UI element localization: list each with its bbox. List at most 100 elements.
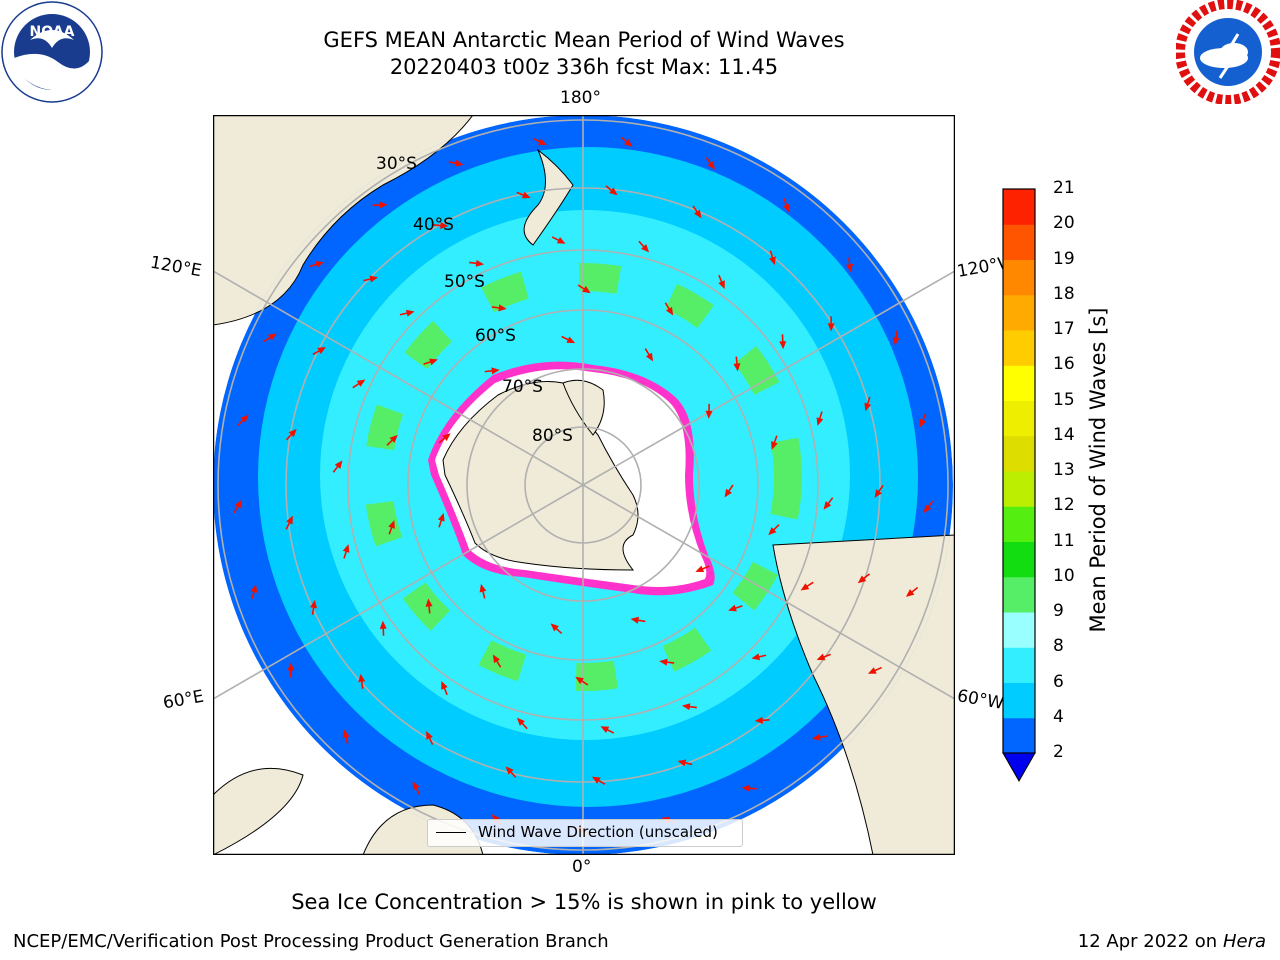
colorbar-segment [1003, 471, 1035, 507]
wind-arrow-head [334, 460, 343, 469]
colorbar-label: Mean Period of Wind Waves [s] [1086, 307, 1110, 633]
map-panel: 30°S 40°S 50°S 60°S 70°S 80°S [213, 115, 955, 855]
wind-arrow-head [681, 703, 691, 711]
wind-arrow-head [707, 161, 715, 170]
colorbar-segment [1003, 189, 1035, 225]
wind-arrow-head [705, 410, 713, 419]
colorbar-tick-label: 17 [1053, 319, 1075, 339]
wind-arrow-head [741, 784, 751, 792]
footer-machine: Hera [1222, 931, 1266, 952]
wind-arrow-head [388, 520, 395, 529]
wind-arrow-head [492, 654, 500, 664]
legend-label: Wind Wave Direction (unscaled) [478, 823, 718, 841]
wind-arrow-head [379, 201, 388, 209]
wind-arrow-head [479, 583, 487, 593]
colorbar-tick-label: 18 [1053, 283, 1075, 304]
lat-label-30s: 30°S [376, 154, 417, 174]
wind-arrow-head [575, 676, 584, 685]
wind-arrow-head [751, 653, 761, 661]
wind-arrow-head [358, 673, 366, 683]
lat-label-60s: 60°S [475, 326, 516, 346]
wind-arrow-head [356, 379, 366, 387]
wind-arrow-head [429, 358, 438, 366]
colorbar-tick-label: 2 [1053, 742, 1064, 762]
wind-arrow-head [695, 565, 705, 573]
wind-arrow-head [425, 598, 433, 607]
wind-arrow-head [389, 434, 398, 443]
meridian-label-60w: 60°W [955, 686, 1006, 714]
meridian-label-60e: 60°E [161, 686, 206, 714]
colorbar-segment [1003, 330, 1035, 366]
colorbar-segment [1003, 647, 1035, 683]
colorbar-segment [1003, 576, 1035, 613]
wind-arrow-head [538, 138, 547, 146]
wind-arrow-head [369, 275, 379, 283]
wind-arrow-head [771, 441, 778, 450]
colorbar-tick-label: 9 [1053, 601, 1064, 621]
new-zealand [523, 148, 574, 246]
colorbar-segment [1003, 400, 1035, 437]
wind-arrow-head [857, 575, 867, 584]
colorbar [1002, 188, 1036, 783]
noaa-logo-text: NOAA [30, 24, 75, 40]
colorbar-tick-label: 11 [1053, 530, 1075, 551]
wind-arrow-head [412, 781, 420, 790]
wind-arrow-head [286, 515, 293, 525]
wind-arrow-head [779, 341, 787, 350]
meridian-label-120e: 120°E [148, 252, 204, 282]
wind-arrow-head [591, 776, 601, 784]
wind-arrow-head [442, 433, 451, 442]
wind-arrow-head [287, 662, 295, 671]
wind-arrow-head [288, 428, 297, 438]
wind-arrow-head [556, 237, 566, 244]
colorbar-tick-label: 12 [1053, 495, 1075, 516]
wind-arrow-head [441, 681, 448, 690]
wind-arrow-head [919, 418, 927, 428]
wind-arrow-head [923, 504, 932, 514]
legend-line-sample [436, 832, 466, 833]
wind-arrow-head [505, 766, 514, 775]
colorbar-segment [1003, 259, 1035, 296]
wind-arrow-head [783, 203, 790, 213]
wind-arrow-head [491, 814, 500, 823]
wind-arrow-head [694, 209, 702, 219]
meridian-label-0: 0° [572, 857, 592, 877]
graticule [213, 115, 955, 855]
colorbar-tick-label: 10 [1053, 565, 1075, 586]
wind-arrow-head [250, 584, 258, 593]
wind-arrow-head [724, 488, 732, 498]
colorbar-tick-label: 6 [1053, 671, 1064, 692]
chart-title: GEFS MEAN Antarctic Mean Period of Wind … [323, 28, 845, 52]
wind-arrow-head [624, 138, 633, 147]
colorbar-tick-label: 19 [1053, 248, 1075, 269]
colorbar-segment [1003, 717, 1035, 754]
colorbar-tick-label: 20 [1053, 213, 1075, 234]
wind-arrow-head [769, 256, 776, 266]
wind-arrow-head [491, 367, 500, 375]
wind-arrow-head [440, 222, 449, 229]
colorbar-tick-label: 16 [1053, 354, 1075, 375]
chart-subtitle: 20220403 t00z 336h fcst Max: 11.45 [389, 55, 779, 79]
wind-arrow-head [864, 402, 872, 412]
noaa-logo: NOAA [1, 1, 103, 103]
colorbar-segment [1003, 506, 1035, 542]
colorbar-segment [1003, 224, 1035, 260]
wind-arrow-head [827, 323, 835, 332]
colorbar-segment [1003, 435, 1035, 472]
wind-arrow-head [498, 304, 507, 312]
wind-arrow-head [342, 544, 350, 553]
wind-wave-arrows [233, 136, 934, 836]
wind-arrow-head [550, 623, 559, 632]
meridian-label-180: 180° [560, 88, 601, 108]
wind-arrow-head [812, 733, 821, 741]
lat-label-70s: 70°S [502, 377, 543, 397]
wind-arrow-head [516, 717, 525, 726]
wind-arrow-head [317, 346, 326, 354]
wind-arrow-head [718, 280, 725, 289]
wind-arrow-head [315, 261, 324, 268]
lat-label-50s: 50°S [444, 272, 485, 292]
nws-logo [1176, 0, 1280, 104]
footer-date-text: 12 Apr 2022 on [1077, 931, 1223, 952]
wind-arrow-head [768, 527, 777, 536]
colorbar-tick-label: 13 [1053, 460, 1075, 480]
